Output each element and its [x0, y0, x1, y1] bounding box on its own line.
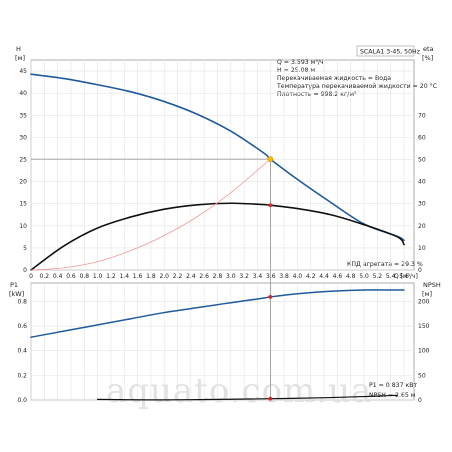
y-right-tick-label: 20	[418, 223, 426, 230]
curve-P1	[30, 289, 405, 338]
x-tick-label: 4.2	[306, 273, 316, 280]
h-axis-unit: [м]	[15, 54, 25, 62]
x-tick-label: 2.2	[173, 273, 183, 280]
x-tick-label: 5.4	[386, 273, 396, 280]
y-left-tick-label: 20	[19, 179, 27, 186]
x-tick-label: 3.0	[226, 273, 236, 280]
p1-tick-label: 0.6	[17, 323, 27, 330]
x-tick-label: 0.8	[80, 273, 90, 280]
x-tick-label: 4.0	[293, 273, 303, 280]
x-tick-label: 0	[29, 273, 33, 280]
npsh-marker	[268, 396, 273, 401]
y-left-tick-label: 35	[19, 112, 27, 119]
y-right-tick-label: 0	[418, 267, 422, 274]
info-density: Плотность = 998.2 кг/м³	[277, 91, 357, 98]
efficiency-label: КПД агрегата = 29.3 %	[347, 261, 423, 268]
info-q: Q = 3.593 м³/ч	[277, 59, 324, 66]
y-right-tick-label: 30	[418, 201, 426, 208]
h-axis-label: H	[16, 45, 21, 53]
npsh-axis-unit: [м]	[422, 290, 432, 298]
x-tick-label: 2.8	[213, 273, 223, 280]
curve-eta_aggregate	[30, 202, 405, 271]
curve-H	[30, 73, 405, 242]
x-tick-label: 5.0	[359, 273, 369, 280]
npsh-tick-label: 100	[418, 348, 430, 355]
y-left-tick-label: 0	[23, 267, 27, 274]
x-tick-label: 4.4	[319, 273, 329, 280]
info-fluid: Перекачиваемая жидкость = Вода	[277, 75, 391, 82]
p1-axis-unit: [kW]	[9, 290, 24, 298]
eta-marker	[268, 203, 273, 208]
x-tick-label: 2.6	[199, 273, 209, 280]
q-axis-label: Q [м³/ч]	[394, 273, 418, 280]
x-tick-label: 5.2	[373, 273, 383, 280]
x-tick-label: 4.6	[333, 273, 343, 280]
y-right-tick-label: 10	[418, 245, 426, 252]
x-tick-label: 3.4	[253, 273, 263, 280]
x-tick-label: 0.4	[53, 273, 63, 280]
y-right-tick-label: 40	[418, 179, 426, 186]
y-left-tick-label: 15	[19, 201, 27, 208]
x-tick-label: 2.0	[159, 273, 169, 280]
eta-axis-label: eta	[423, 45, 434, 53]
eta-axis-unit: [%]	[422, 54, 433, 62]
p1-tick-label: 0.4	[17, 348, 27, 355]
model-label: SCALA1 3-45, 50Hz	[360, 49, 420, 56]
y-right-tick-label: 50	[418, 156, 426, 163]
p1-marker	[268, 295, 273, 299]
npsh-tick-label: 50	[418, 372, 426, 379]
p1-axis-label: P1	[10, 281, 18, 289]
x-tick-label: 4.8	[346, 273, 356, 280]
x-tick-label: 1.6	[133, 273, 143, 280]
p1-value-label: P1 = 0.837 кВт	[369, 382, 417, 389]
npsh-tick-label: 150	[418, 323, 430, 330]
y-left-tick-label: 45	[19, 68, 27, 75]
npsh-axis-label: NPSH	[423, 281, 441, 289]
npsh-tick-label: 200	[418, 298, 430, 305]
plot-frame-top	[30, 59, 415, 271]
x-tick-label: 3.6	[266, 273, 276, 280]
x-tick-label: 1.4	[119, 273, 129, 280]
npsh-tick-label: 0	[418, 397, 422, 404]
info-h: H = 25.08 м	[277, 67, 315, 74]
x-tick-label: 1.0	[93, 273, 103, 280]
p1-tick-label: 0.8	[17, 298, 27, 305]
watermark: aquato.com.ua	[106, 371, 372, 411]
duty-point-marker	[267, 156, 274, 162]
info-temp: Температура перекачиваемой жидкости = 20…	[276, 82, 437, 90]
p1-tick-label: 0.2	[17, 372, 27, 379]
x-tick-label: 3.8	[279, 273, 289, 280]
x-tick-label: 2.4	[186, 273, 196, 280]
curve-NPSH	[97, 394, 398, 401]
x-tick-label: 1.2	[106, 273, 116, 280]
y-right-tick-label: 60	[418, 134, 426, 141]
x-tick-label: 1.8	[146, 273, 156, 280]
curve-system_curve	[30, 158, 271, 271]
y-left-tick-label: 30	[19, 134, 27, 141]
x-tick-label: 0.6	[66, 273, 76, 280]
p1-tick-label: 0.0	[17, 397, 27, 404]
x-tick-label: 3.2	[239, 273, 249, 280]
model-box	[356, 45, 415, 57]
x-tick-label: 5.6	[399, 273, 409, 280]
y-right-tick-label: 70	[418, 112, 426, 119]
y-left-tick-label: 40	[19, 90, 27, 97]
y-left-tick-label: 25	[19, 156, 27, 163]
y-left-tick-label: 10	[19, 223, 27, 230]
y-left-tick-label: 5	[23, 245, 27, 252]
x-tick-label: 0.2	[40, 273, 50, 280]
